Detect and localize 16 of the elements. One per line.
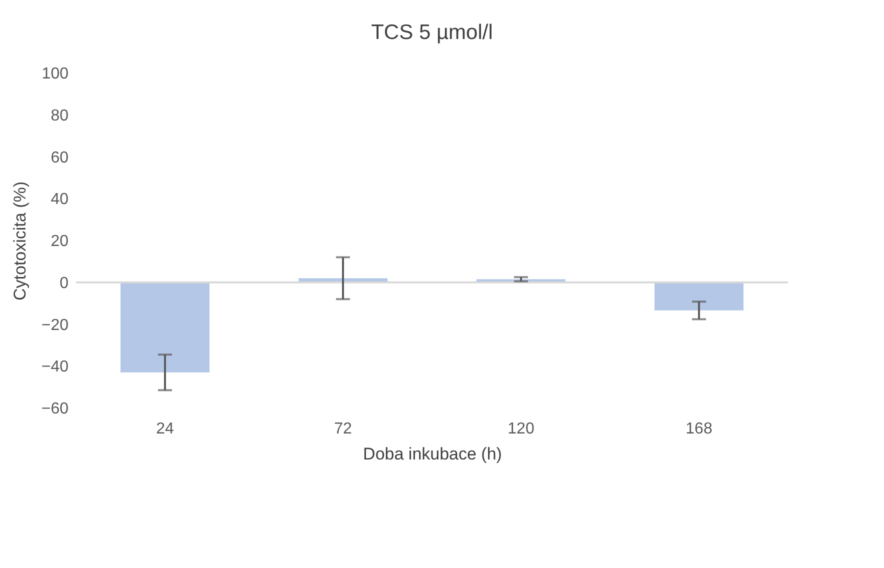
y-axis-title: Cytotoxicita (%) [10,181,30,301]
y-tick-label: −20 [41,316,69,334]
y-tick-label: −60 [41,400,69,418]
y-tick-label: 60 [50,149,69,166]
x-tick-label: 168 [686,420,712,438]
y-tick-label: −40 [41,358,69,376]
chart-title: TCS 5 µmol/l [371,21,493,44]
x-tick-label: 72 [334,420,352,438]
x-tick-label: 24 [156,420,174,438]
y-tick-label: 0 [60,274,69,292]
y-tick-label: 40 [50,191,69,208]
x-tick-label: 120 [508,420,534,438]
y-tick-label: 80 [50,107,69,124]
x-axis-title: Doba inkubace (h) [363,444,502,464]
y-tick-label: 20 [50,233,69,250]
y-tick-label: 100 [42,66,69,82]
